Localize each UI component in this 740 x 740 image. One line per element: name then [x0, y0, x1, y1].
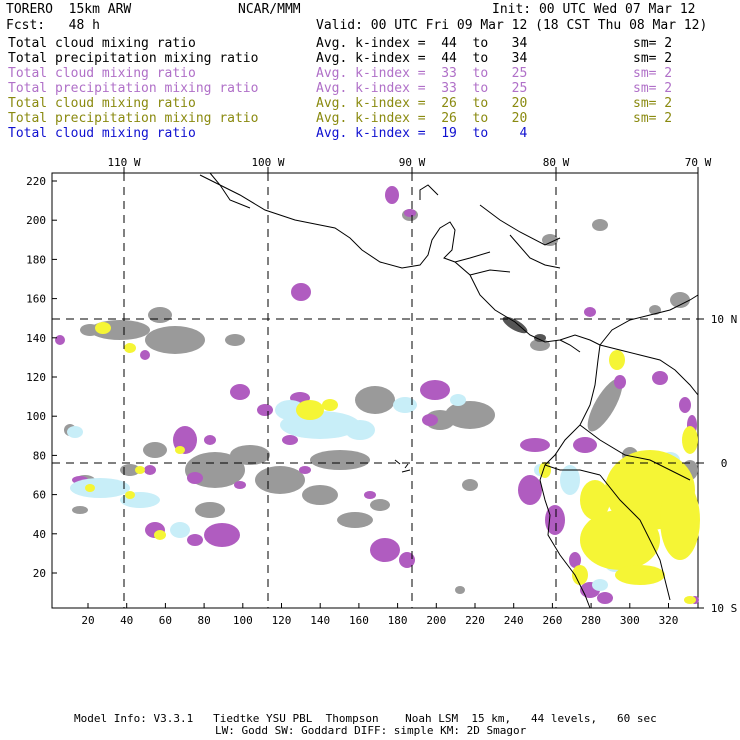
lat-label: 10 N: [711, 313, 738, 326]
x-tick-label: 160: [349, 614, 369, 627]
legend-smoothing: sm= 2: [633, 51, 673, 66]
x-tick-label: 120: [272, 614, 292, 627]
x-tick-label: 240: [504, 614, 524, 627]
legend-kindex: Avg. k-index = 33 to 25: [316, 66, 528, 81]
y-tick-label: 200: [26, 214, 46, 227]
footer-line1: Model Info: V3.3.1 Tiedtke YSU PBL Thomp…: [74, 712, 657, 725]
legend-smoothing: sm= 2: [633, 96, 673, 111]
legend-kindex: Avg. k-index = 26 to 20: [316, 111, 528, 126]
yellow-cloud-layer: [85, 322, 700, 604]
legend-smoothing: sm= 2: [633, 36, 673, 51]
axis-ticks: [52, 167, 704, 609]
x-tick-label: 320: [659, 614, 679, 627]
lat-label: 0: [721, 457, 728, 470]
legend-field: Total cloud mixing ratio: [8, 96, 196, 111]
y-tick-label: 160: [26, 293, 46, 306]
lon-label: 110 W: [107, 156, 140, 169]
model-title: TORERO 15km ARW: [6, 2, 132, 17]
x-tick-label: 40: [120, 614, 133, 627]
y-tick-label: 140: [26, 332, 46, 345]
y-tick-label: 20: [33, 567, 46, 580]
org-label: NCAR/MMM: [238, 2, 301, 17]
legend-field: Total cloud mixing ratio: [8, 36, 196, 51]
init-time: Init: 00 UTC Wed 07 Mar 12: [492, 2, 696, 17]
y-tick-label: 180: [26, 253, 46, 266]
legend-kindex: Avg. k-index = 19 to 4: [316, 126, 528, 141]
y-tick-label: 120: [26, 371, 46, 384]
x-tick-label: 300: [620, 614, 640, 627]
legend-row: Total precipitation mixing ratio Avg. k-i…: [8, 81, 732, 96]
y-tick-label: 100: [26, 410, 46, 423]
legend-kindex: Avg. k-index = 44 to 34: [316, 36, 528, 51]
legend-field: Total precipitation mixing ratio: [8, 111, 259, 126]
x-tick-label: 180: [388, 614, 408, 627]
legend-row: Total cloud mixing ratio Avg. k-index = 3…: [8, 66, 732, 81]
forecast-hour: Fcst: 48 h: [6, 18, 100, 33]
x-tick-label: 200: [426, 614, 446, 627]
legend-field: Total cloud mixing ratio: [8, 126, 196, 141]
x-tick-label: 220: [465, 614, 485, 627]
legend-field: Total precipitation mixing ratio: [8, 51, 259, 66]
y-tick-label: 80: [33, 449, 46, 462]
legend-row: Total cloud mixing ratio Avg. k-index = 4…: [8, 36, 732, 51]
x-tick-label: 60: [159, 614, 172, 627]
legend-smoothing: sm= 2: [633, 66, 673, 81]
lon-label: 70 W: [685, 156, 712, 169]
legend-row: Total precipitation mixing ratio Avg. k-i…: [8, 111, 732, 126]
coastlines: [199, 172, 699, 609]
lat-label: 10 S: [711, 602, 738, 615]
lon-label: 90 W: [399, 156, 426, 169]
y-tick-label: 40: [33, 528, 46, 541]
legend-field: Total cloud mixing ratio: [8, 66, 196, 81]
legend-row: Total cloud mixing ratio Avg. k-index = 2…: [8, 96, 732, 111]
lat-lon-grid: [52, 173, 698, 608]
legend-smoothing: sm= 2: [633, 81, 673, 96]
legend-field: Total precipitation mixing ratio: [8, 81, 259, 96]
lon-label: 80 W: [543, 156, 570, 169]
y-tick-label: 220: [26, 175, 46, 188]
lon-label: 100 W: [251, 156, 284, 169]
legend-kindex: Avg. k-index = 33 to 25: [316, 81, 528, 96]
x-tick-label: 100: [233, 614, 253, 627]
x-tick-label: 260: [542, 614, 562, 627]
legend-row: Total cloud mixing ratio Avg. k-index = 1…: [8, 126, 732, 141]
y-tick-label: 60: [33, 489, 46, 502]
x-tick-label: 280: [581, 614, 601, 627]
x-tick-label: 20: [81, 614, 94, 627]
dark-cloud-layer: [502, 316, 546, 342]
legend-smoothing: sm= 2: [633, 111, 673, 126]
legend-kindex: Avg. k-index = 44 to 34: [316, 51, 528, 66]
x-tick-label: 80: [197, 614, 210, 627]
purple-cloud-layer: [55, 186, 699, 604]
footer-line2: LW: Godd SW: Goddard DIFF: simple KM: 2D…: [215, 724, 527, 737]
legend-kindex: Avg. k-index = 26 to 20: [316, 96, 528, 111]
axis-labels: 110 W 100 W 90 W 80 W 70 W 10 N 0 10 S 220 200 180…: [26, 156, 737, 627]
legend-row: Total precipitation mixing ratio Avg. k-i…: [8, 51, 732, 66]
valid-time: Valid: 00 UTC Fri 09 Mar 12 (18 CST Thu …: [316, 18, 708, 33]
x-tick-label: 140: [310, 614, 330, 627]
